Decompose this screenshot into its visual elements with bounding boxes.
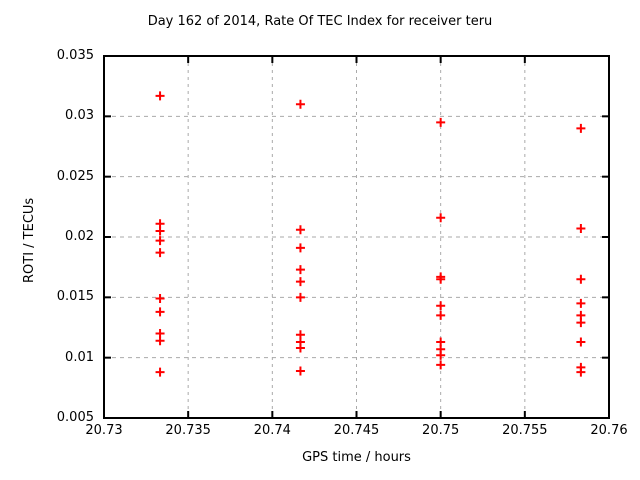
data-point-marker [436, 213, 446, 223]
data-point-marker [436, 274, 446, 284]
y-tick-label: 0.02 [65, 229, 94, 244]
data-point-marker [576, 298, 586, 308]
data-point-marker [295, 343, 305, 353]
data-point-marker [155, 248, 165, 258]
data-point-marker [155, 336, 165, 346]
data-point-marker [155, 307, 165, 317]
y-tick-label: 0.03 [65, 108, 94, 124]
x-tick-label: 20.735 [165, 423, 211, 438]
data-point-marker [155, 91, 165, 101]
y-tick-label: 0.01 [65, 349, 94, 365]
x-tick-label: 20.74 [253, 423, 291, 438]
data-point-marker [576, 367, 586, 377]
data-point-marker [155, 236, 165, 246]
y-tick-label: 0.005 [56, 410, 94, 425]
data-point-marker [295, 366, 305, 376]
data-point-marker [295, 265, 305, 275]
y-tick-label: 0.035 [56, 48, 94, 63]
data-point-marker [295, 99, 305, 109]
x-axis-label: GPS time / hours [302, 450, 411, 465]
data-point-marker [576, 274, 586, 284]
y-tick-label: 0.025 [56, 168, 94, 184]
chart-title: Day 162 of 2014, Rate Of TEC Index for r… [147, 14, 493, 29]
plot-border [103, 55, 610, 419]
data-point-marker [576, 224, 586, 234]
data-point-marker [155, 226, 165, 236]
data-point-marker [155, 367, 165, 377]
x-tick-label: 20.73 [85, 423, 123, 438]
data-point-marker [295, 243, 305, 253]
data-point-marker [295, 225, 305, 235]
data-point-marker [436, 360, 446, 370]
data-point-marker [436, 117, 446, 127]
data-point-marker [576, 337, 586, 347]
data-point-marker [295, 277, 305, 287]
x-tick-label: 20.75 [422, 423, 460, 438]
data-point-marker [436, 350, 446, 360]
x-tick-label: 20.76 [590, 423, 628, 438]
y-tick-label: 0.015 [56, 289, 94, 305]
data-point-marker [155, 294, 165, 304]
data-point-marker [436, 310, 446, 320]
data-point-marker [295, 292, 305, 302]
data-point-marker [576, 318, 586, 328]
x-tick-label: 20.755 [502, 423, 548, 438]
data-point-marker [436, 301, 446, 311]
x-tick-label: 20.745 [333, 423, 380, 438]
data-point-marker [576, 123, 586, 133]
